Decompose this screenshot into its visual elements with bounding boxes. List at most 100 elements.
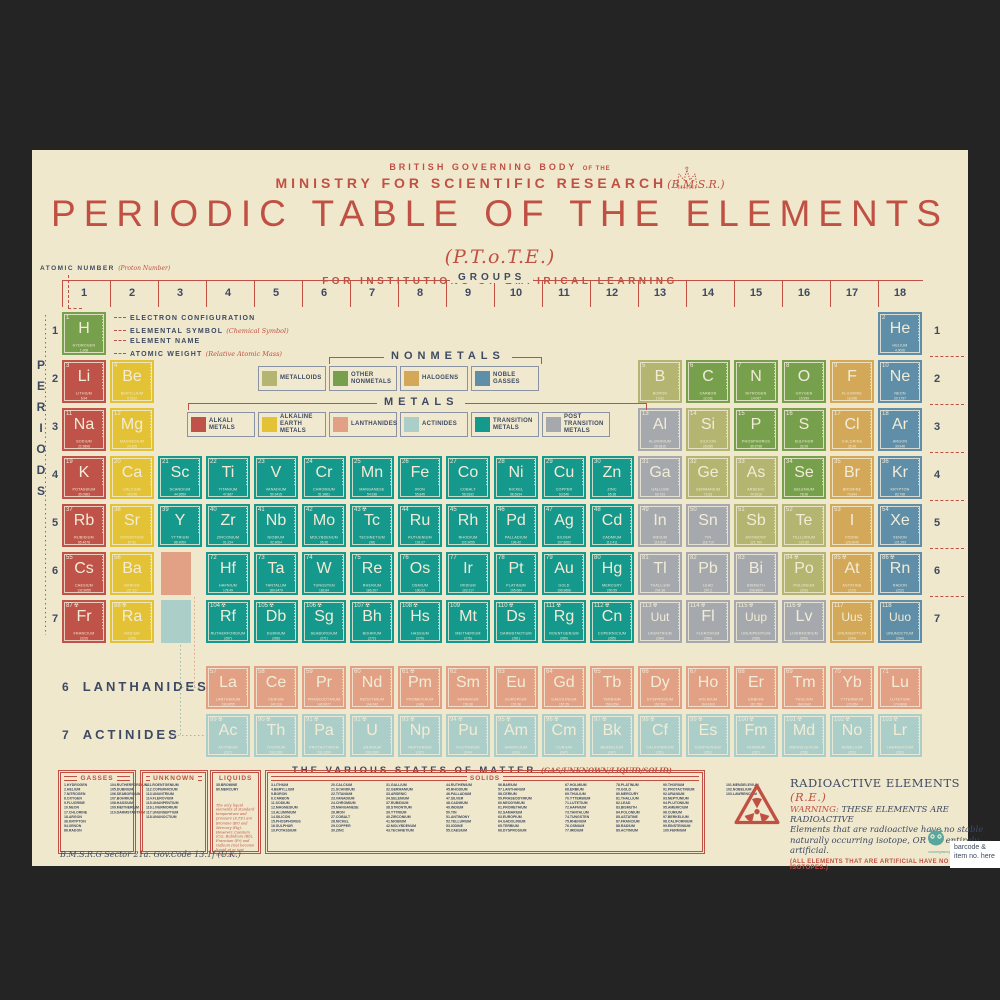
atomic-weight: 150.36 — [463, 702, 473, 706]
atomic-weight: 24.305 — [127, 444, 137, 448]
groups-label: GROUPS — [450, 272, 534, 283]
element-symbol: Gd — [553, 674, 575, 691]
element-Sg: 106☢ Sg SEABORGIUM (271) — [302, 600, 346, 643]
atomic-number: 111☢ — [546, 602, 562, 609]
element-name: PALLADIUM — [504, 535, 528, 540]
electron-configuration-marks — [725, 364, 727, 390]
electron-configuration-marks — [341, 604, 343, 630]
radioactive-icon: ☢ — [269, 602, 274, 609]
element-Ga: 31 Ga GALLIUM 69.723 — [638, 456, 682, 499]
element-name: POTASSIUM — [72, 487, 96, 492]
element-Ta: 73 Ta TANTALUM 180.9479 — [254, 552, 298, 595]
electron-configuration-marks — [485, 508, 487, 534]
element-symbol: F — [847, 368, 857, 385]
element-Am: 95☢ Am AMERICIUM (243) — [494, 714, 538, 757]
atomic-weight: 83.798 — [895, 492, 905, 496]
element-symbol: Cr — [315, 464, 333, 481]
element-symbol: Pd — [506, 512, 526, 529]
legend-key-label: ACTINIDES — [422, 421, 458, 428]
atomic-weight: 200.59 — [607, 588, 617, 592]
atomic-weight: 18.998 — [847, 396, 857, 400]
element-name: PLUTONIUM — [456, 745, 480, 750]
element-Hf: 72 Hf HAFNIUM 178.49 — [206, 552, 250, 595]
element-Pt: 78 Pt PLATINUM 195.084 — [494, 552, 538, 595]
element-As: 33 As ARSENIC 74.9216 — [734, 456, 778, 499]
radioactive-icon: ☢ — [889, 554, 895, 561]
element-symbol: Ne — [889, 368, 911, 385]
electron-configuration-marks — [437, 460, 439, 486]
atomic-weight: (145) — [416, 702, 424, 706]
atomic-weight: 85.4678 — [78, 540, 90, 544]
electron-configuration-marks — [149, 412, 151, 438]
element-B: 5 B BORON 10.81 — [638, 360, 682, 403]
electron-configuration-marks — [101, 412, 103, 438]
atomic-number: 10 — [882, 362, 889, 369]
radioactive-icon: ☢ — [601, 716, 607, 723]
radioactive-icon: ☢ — [508, 602, 514, 609]
atomic-number: 44 — [402, 506, 409, 513]
group-number-17: 17 — [845, 287, 859, 299]
element-name: HAFNIUM — [218, 583, 238, 588]
electron-configuration-marks — [629, 718, 631, 744]
atomic-number: 34 — [786, 458, 793, 465]
element-Pr: 59 Pr PRASEODYMIUM 140.9077 — [302, 666, 346, 709]
element-Bh: 107☢ Bh BOHRIUM (272) — [350, 600, 394, 643]
electron-configuration-marks — [533, 604, 535, 630]
atomic-weight: (237) — [416, 750, 424, 754]
electron-configuration-marks — [389, 670, 391, 696]
element-symbol: Db — [265, 608, 287, 625]
row-divider-dash — [930, 452, 964, 453]
element-name: CURIUM — [556, 745, 572, 750]
periodic-table-poster: BRITISH GOVERNING BODY OF THE MINISTRY F… — [32, 150, 983, 871]
element-name: RHENIUM — [362, 583, 382, 588]
electron-configuration-marks — [869, 508, 871, 534]
element-Ne: 10 Ne NEON 20.1797 — [878, 360, 922, 403]
electron-configuration-marks — [725, 718, 727, 744]
atomic-weight: 127.60 — [799, 540, 809, 544]
atomic-weight: (209) — [800, 588, 808, 592]
gasses-header: GASSES — [64, 775, 130, 782]
element-Tc: 43☢ Tc TECHNETIUM (98) — [350, 504, 394, 547]
header-line1: BRITISH GOVERNING BODY OF THE — [389, 162, 611, 172]
atomic-weight: (223) — [80, 636, 88, 640]
element-symbol: Ga — [649, 464, 671, 481]
atomic-weight: 231.0359 — [317, 750, 331, 754]
halogens-swatch — [404, 371, 419, 386]
period-number-left-3: 3 — [51, 421, 59, 433]
element-name: BOHRIUM — [362, 631, 382, 636]
element-Cs: 55 Cs CAESIUM 132.9055 — [62, 552, 106, 595]
atomic-number: 48 — [594, 506, 601, 513]
element-symbol: Uut — [650, 610, 670, 624]
atomic-weight: 72.63 — [703, 492, 713, 496]
element-symbol: Uup — [744, 610, 767, 624]
element-symbol: Sg — [314, 608, 334, 625]
atomic-number: 46 — [498, 506, 505, 513]
element-symbol: Lv — [795, 608, 813, 625]
element-symbol: Mo — [312, 512, 336, 529]
element-name: SAMARIUM — [457, 697, 479, 702]
element-symbol: He — [889, 320, 911, 337]
group-number-15: 15 — [749, 287, 763, 299]
element-name: SELENIUM — [793, 487, 815, 492]
element-symbol: Cl — [844, 416, 860, 433]
atomic-weight: (247) — [608, 750, 616, 754]
atomic-number: 63 — [498, 668, 505, 675]
atomic-weight: 102.9055 — [461, 540, 475, 544]
element-symbol: Th — [266, 722, 286, 739]
element-symbol: Ho — [697, 674, 719, 691]
atomic-weight: 208.9804 — [749, 588, 763, 592]
atomic-number: 83 — [738, 554, 745, 561]
element-symbol: Bk — [602, 722, 622, 739]
electron-configuration-marks — [101, 364, 103, 390]
element-Cr: 24 Cr CHROMIUM 51.9961 — [302, 456, 346, 499]
element-Ra: 88☢ Ra RADIUM (226) — [110, 600, 154, 643]
group-number-10: 10 — [509, 287, 523, 299]
publisher-name: dotcomgiftshop — [928, 851, 951, 855]
radioactive-icon: ☢ — [409, 716, 415, 723]
element-Ac: 89☢ Ac ACTINIUM (227) — [206, 714, 250, 757]
electron-configuration-marks — [581, 508, 583, 534]
atomic-number: 42 — [306, 506, 313, 513]
element-name: HELIUM — [892, 343, 908, 348]
element-La: 57 La LANTHANUM 138.9055 — [206, 666, 250, 709]
legend-key-alkaline-earth-metals: ALKALINE EARTH METALS — [258, 412, 326, 437]
